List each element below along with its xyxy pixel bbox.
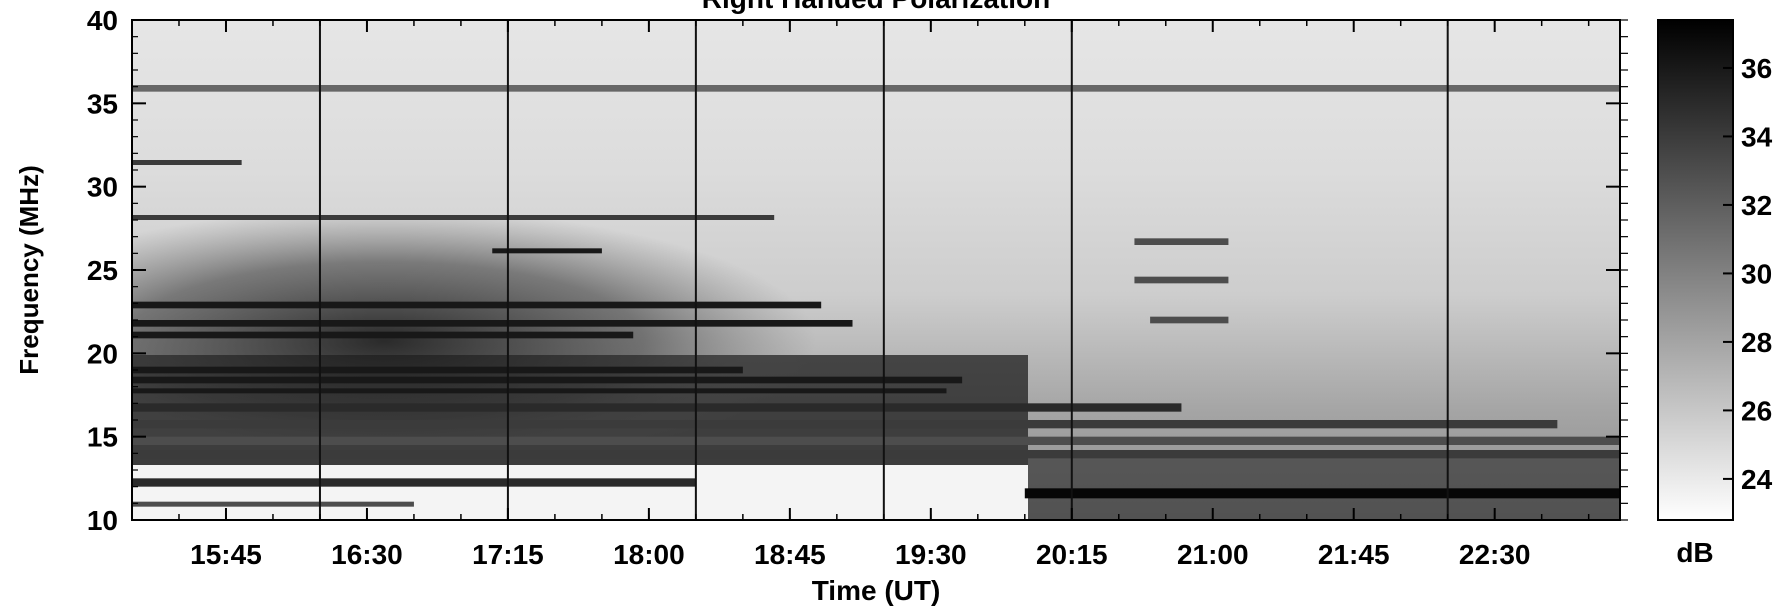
emission-band bbox=[132, 501, 414, 507]
y-tick-label: 35 bbox=[87, 88, 118, 119]
y-tick-label: 15 bbox=[87, 422, 118, 453]
colorbar-tick-label: 36 bbox=[1741, 53, 1772, 84]
emission-band bbox=[132, 160, 242, 165]
x-axis-label: Time (UT) bbox=[812, 575, 941, 606]
colorbar-tick-label: 34 bbox=[1741, 121, 1773, 152]
emission-band bbox=[492, 248, 602, 254]
emission-band bbox=[132, 376, 963, 384]
emission-band bbox=[132, 301, 822, 309]
plot-area bbox=[132, 20, 1620, 520]
emission-bands bbox=[132, 85, 1620, 507]
colorbar-tick-label: 32 bbox=[1741, 190, 1772, 221]
y-tick-label: 25 bbox=[87, 255, 118, 286]
colorbar-ramp bbox=[1657, 19, 1734, 521]
y-axis: 10 15 20 25 30 35 40 bbox=[87, 5, 1628, 536]
colorbar-label: dB bbox=[1676, 537, 1713, 568]
colorbar-tick-label: 24 bbox=[1741, 464, 1773, 495]
chart-title: Right Handed Polarization bbox=[702, 0, 1050, 14]
emission-band bbox=[132, 85, 1620, 92]
emission-band bbox=[132, 450, 1620, 459]
emission-band bbox=[1150, 316, 1229, 324]
x-tick-label: 18:45 bbox=[754, 539, 826, 570]
colorbar-tick-label: 28 bbox=[1741, 327, 1772, 358]
emission-band bbox=[1134, 238, 1229, 245]
x-tick-label: 17:15 bbox=[472, 539, 544, 570]
y-tick-label: 10 bbox=[87, 505, 118, 536]
x-tick-label: 16:30 bbox=[331, 539, 403, 570]
y-tick-label: 30 bbox=[87, 172, 118, 203]
x-tick-label: 21:45 bbox=[1318, 539, 1390, 570]
x-tick-label: 15:45 bbox=[190, 539, 262, 570]
emission-band bbox=[132, 366, 743, 374]
quiet-region-late bbox=[1028, 455, 1620, 520]
x-tick-label: 22:30 bbox=[1459, 539, 1531, 570]
emission-band bbox=[132, 403, 1182, 412]
x-tick-label: 19:30 bbox=[895, 539, 967, 570]
emission-band bbox=[132, 215, 775, 220]
x-tick-label: 21:00 bbox=[1177, 539, 1249, 570]
y-axis-label: Frequency (MHz) bbox=[14, 165, 44, 374]
colorbar-tick-label: 26 bbox=[1741, 395, 1772, 426]
emission-band bbox=[132, 436, 1620, 445]
emission-band bbox=[132, 420, 1558, 429]
emission-band bbox=[132, 478, 696, 487]
colorbar-tick-label: 30 bbox=[1741, 258, 1772, 289]
emission-band bbox=[1024, 488, 1620, 499]
x-axis: 15:45 16:30 17:15 18:00 18:45 19:30 20:15 21:00… bbox=[131, 20, 1590, 570]
colorbar-ticks: 24 26 28 30 32 34 36 bbox=[1723, 53, 1773, 495]
x-tick-label: 18:00 bbox=[613, 539, 685, 570]
x-tick-label: 20:15 bbox=[1036, 539, 1108, 570]
y-tick-label: 20 bbox=[87, 338, 118, 369]
emission-band bbox=[132, 331, 634, 339]
vertical-markers bbox=[318, 20, 1449, 520]
y-tick-label: 40 bbox=[87, 5, 118, 36]
emission-band bbox=[1134, 276, 1229, 284]
emission-band bbox=[132, 388, 947, 394]
quiet-white-region-early bbox=[132, 465, 1028, 520]
emission-band bbox=[132, 320, 853, 327]
colorbar: 24 26 28 30 32 34 36 bbox=[1657, 19, 1773, 521]
